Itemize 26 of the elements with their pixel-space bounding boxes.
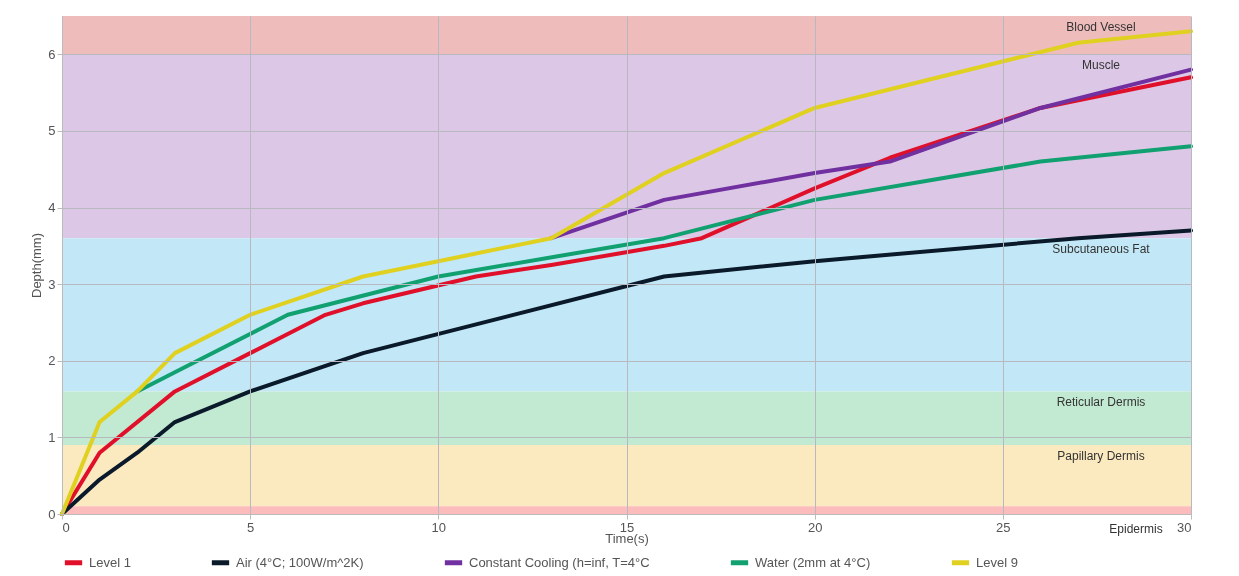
y-tick-label: 5 — [48, 123, 56, 139]
x-tick-label: 20 — [807, 519, 823, 535]
y-tick-label: 3 — [48, 276, 56, 292]
legend-label: Air (4°C; 100W/m^2K) — [236, 554, 364, 570]
y-tick-label: 0 — [48, 506, 56, 522]
x-tick-label: 15 — [619, 519, 635, 535]
x-tick-label: 5 — [247, 519, 255, 535]
y-tick-label: 4 — [48, 200, 56, 216]
x-tick-label: 25 — [996, 519, 1011, 535]
legend-label: Level 1 — [89, 554, 131, 570]
band-label: Epidermis — [1109, 522, 1163, 536]
band-label: Subcutaneous Fat — [1052, 242, 1151, 257]
x-tick-label: 0 — [62, 519, 70, 535]
band-label: Reticular Dermis — [1056, 395, 1146, 410]
x-tick-label: 10 — [431, 519, 447, 535]
legend-label: Water (2mm at 4°C) — [755, 554, 871, 570]
legend-label: Constant Cooling (h=inf, T=4°C — [469, 554, 650, 570]
y-tick-label: 1 — [48, 429, 56, 445]
band-label: Blood Vessel — [1066, 20, 1136, 34]
y-tick-label: 2 — [48, 353, 56, 369]
y-axis-title: Depth(mm) — [29, 232, 45, 299]
x-tick-label: 30 — [1177, 519, 1192, 535]
legend-label: Level 9 — [976, 554, 1018, 570]
band-label: Muscle — [1081, 58, 1121, 73]
y-tick-label: 6 — [48, 46, 56, 62]
band-label: Papillary Dermis — [1057, 449, 1145, 464]
